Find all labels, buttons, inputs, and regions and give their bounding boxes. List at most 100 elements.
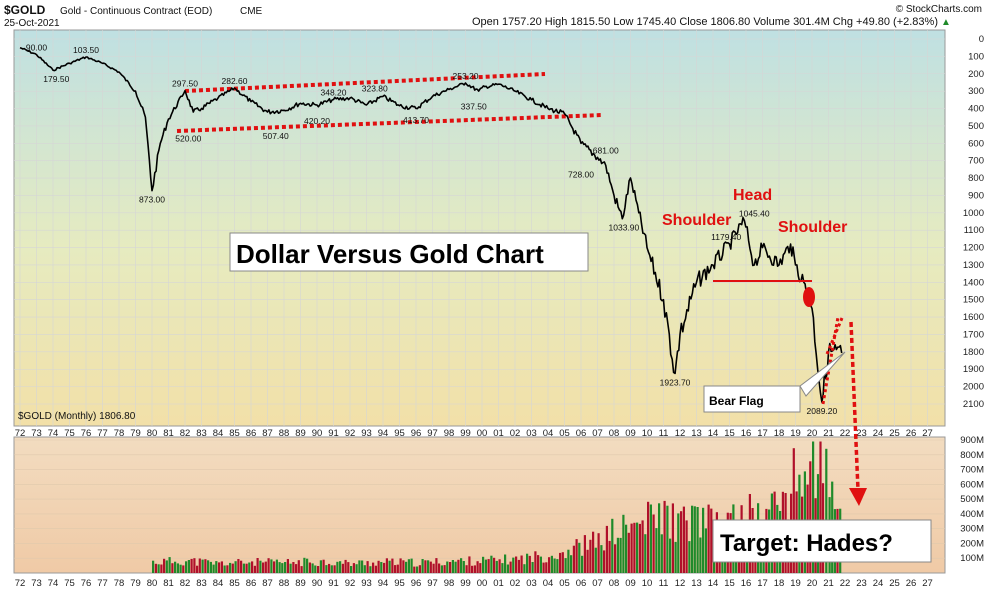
x-tick-label: 83 [196,428,207,439]
volume-bar [499,559,501,573]
y-tick-label: 1200 [963,243,984,254]
x-tick-label: 72 [15,428,26,439]
x-tick-label: 88 [279,428,290,439]
volume-bar [243,564,245,573]
volume-bar [336,562,338,573]
volume-bar [229,563,231,573]
volume-bar [532,562,534,573]
volume-bar [202,560,204,573]
volume-bar [515,557,517,574]
volume-bar [482,557,484,573]
volume-bar [680,511,682,573]
volume-bar [265,562,267,573]
volume-bar [493,558,495,573]
y-tick-label: 700 [968,156,984,167]
volume-bar [405,562,407,573]
volume-bar [540,557,542,573]
volume-bar [356,564,358,573]
volume-bar [496,561,498,573]
x-tick-label: 10 [642,578,653,589]
x-tick-label: 12 [675,578,686,589]
volume-bar [675,542,677,573]
volume-bar [416,567,418,574]
x-tick-label: 82 [180,428,191,439]
x-tick-label: 15 [724,578,735,589]
volume-bar [215,561,217,573]
x-tick-label: 89 [295,578,306,589]
y-tick-label: 500 [968,121,984,132]
volume-tick-label: 300M [960,524,984,535]
x-tick-label: 84 [213,578,224,589]
x-tick-label: 10 [642,428,653,439]
volume-bar [631,524,633,573]
x-tick-label: 92 [345,578,356,589]
left-shoulder-annotation: Shoulder [662,212,731,229]
volume-bar [413,567,415,573]
x-tick-label: 74 [48,428,59,439]
quote-summary: Open 1757.20 High 1815.50 Low 1745.40 Cl… [472,16,938,28]
volume-bar [507,565,509,574]
volume-bar [295,564,297,573]
volume-bar [512,558,514,573]
volume-bar [235,561,237,573]
volume-bar [471,566,473,573]
volume-bar [383,563,385,573]
volume-bar [177,563,179,573]
volume-bar [460,558,462,573]
volume-bar [620,538,622,573]
volume-bar [554,559,556,574]
x-tick-label: 11 [659,578,669,589]
volume-bar [152,561,154,573]
volume-bar [446,562,448,574]
x-tick-label: 25 [889,578,900,589]
x-tick-label: 07 [592,428,603,439]
volume-bar [600,545,602,573]
volume-bar [488,559,490,573]
x-tick-label: 82 [180,578,191,589]
x-tick-label: 75 [64,428,75,439]
x-tick-label: 92 [345,428,356,439]
x-tick-label: 04 [543,428,554,439]
volume-bar [455,562,457,573]
point-label: 520.00 [175,133,201,143]
x-tick-label: 05 [559,578,570,589]
volume-bar [419,565,421,573]
volume-bar [347,562,349,573]
volume-bar [317,566,319,573]
volume-bar [323,560,325,573]
volume-bar [642,520,644,573]
volume-bar [386,558,388,573]
y-tick-label: 600 [968,138,984,149]
volume-bar [301,566,303,573]
right-shoulder-annotation: Shoulder [778,219,847,236]
volume-bar [705,528,707,573]
volume-bar [468,556,470,573]
volume-bar [625,525,627,573]
x-tick-label: 23 [856,578,867,589]
x-tick-label: 02 [510,428,521,439]
x-tick-label: 22 [840,578,851,589]
volume-bar [246,564,248,573]
x-tick-label: 81 [163,578,174,589]
x-tick-label: 08 [609,578,620,589]
volume-bar [449,562,451,573]
volume-bar [636,523,638,573]
volume-bar [273,561,275,573]
x-tick-label: 20 [807,428,818,439]
volume-bar [688,541,690,573]
volume-bar [259,561,261,573]
volume-bar [397,565,399,573]
volume-bar [614,544,616,573]
price-y-axis: 0100200300400500600700800900100011001200… [963,34,984,410]
x-tick-label: 19 [790,578,801,589]
x-tick-label: 25 [889,428,900,439]
volume-bar [248,563,250,574]
volume-bar [683,507,685,573]
y-tick-label: 100 [968,51,984,62]
exchange-label: CME [240,6,263,17]
x-tick-label: 09 [625,428,636,439]
x-tick-label: 03 [526,428,537,439]
x-tick-label: 85 [229,578,240,589]
x-tick-label: 97 [427,578,438,589]
